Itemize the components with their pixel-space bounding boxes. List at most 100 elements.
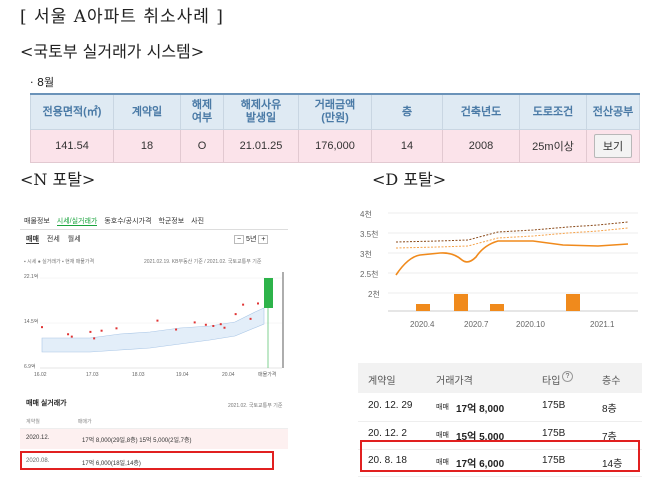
volume-bar (454, 294, 468, 311)
tab-unit-price[interactable]: 동호수/공시가격 (104, 218, 152, 225)
x-tick: 2021.1 (590, 320, 615, 329)
n-portal-tabs: 매물정보 시세/실거래가 동호수/공시가격 학군정보 사진 (24, 216, 211, 226)
row-kind: 매매 (436, 459, 449, 466)
cell-contract-day: 18 (113, 129, 181, 163)
list-item[interactable]: 2020.08. 17억 6,000(18일,14층) (26, 458, 141, 467)
x-tick: 매물가격 (258, 371, 276, 378)
tab-price[interactable]: 시세/실거래가 (56, 218, 98, 226)
period-selector[interactable]: − 5년 + (234, 234, 269, 244)
list-item[interactable]: 2020.12. 17억 8,000(29일,8층) 15억 5,000(2일,7… (26, 435, 192, 444)
y-tick: 22.1억 (24, 273, 38, 280)
list-month: 2020.08. (26, 458, 50, 464)
d-table-header: 계약일 거래가격 타입 ? 층수 (358, 363, 642, 393)
row-date: 20. 12. 29 (368, 400, 413, 411)
avg-price-line (395, 240, 629, 276)
trade-point (41, 326, 43, 329)
n-portal-title: <N 포탈> (20, 170, 96, 189)
trade-point (89, 330, 92, 333)
zoom-in-button[interactable]: + (258, 235, 269, 244)
table-row[interactable]: 20. 12. 2 매매 15억 5,000 175B 7층 (358, 419, 642, 450)
mid-price-line (395, 227, 629, 249)
row-date: 20. 12. 2 (368, 428, 407, 439)
cell-built-year: 2008 (442, 129, 520, 163)
cell-registry: 보기 (586, 129, 640, 163)
col-cancel-date: 해제사유 발생일 (223, 93, 299, 130)
info-icon[interactable]: ? (562, 371, 573, 382)
volume-bar (416, 304, 430, 311)
tab-divider (20, 229, 288, 230)
cell-price: 176,000 (298, 129, 372, 163)
x-tick: 2020.7 (464, 320, 489, 329)
col-floor: 층수 (602, 376, 621, 387)
molit-section-title: <국토부 실거래가 시스템> (20, 42, 205, 61)
n-portal-panel: 매물정보 시세/실거래가 동호수/공시가격 학군정보 사진 매매 전세 월세 − 5년 + … (20, 212, 288, 474)
trade-point (193, 321, 196, 324)
row-type: 175B (542, 428, 566, 439)
trade-point (175, 328, 178, 331)
row-type: 175B (542, 400, 566, 411)
cell-cancel-date: 21.01.25 (223, 129, 299, 163)
table-row[interactable]: 20. 12. 29 매매 17억 8,000 175B 8층 (358, 391, 642, 422)
view-button[interactable]: 보기 (593, 134, 633, 158)
cell-road: 25m이상 (519, 129, 587, 163)
trade-point (100, 329, 103, 332)
col-built-year: 건축년도 (442, 93, 520, 130)
row-floor: 14층 (602, 459, 623, 470)
row-floor: 7층 (602, 432, 617, 443)
trade-point (219, 323, 222, 326)
x-tick: 2020.10 (516, 320, 545, 329)
y-tick: 2.5천 (360, 269, 378, 279)
trade-point (257, 302, 259, 305)
y-tick: 3.5천 (360, 229, 378, 239)
col-price: 매매가 (77, 419, 92, 425)
trade-point (67, 333, 70, 336)
n-trade-list-header: 계약월 매매가 (26, 418, 92, 425)
x-tick: 16.02 (34, 372, 47, 378)
list-month: 2020.12. (26, 435, 50, 441)
n-trade-list-note: 2021.02. 국토교통부 기준 (228, 403, 283, 409)
col-contract-day: 계약일 (113, 93, 181, 130)
tab-school[interactable]: 학군정보 (158, 218, 185, 225)
upper-price-line (395, 221, 629, 243)
row-type: 175B (542, 455, 566, 466)
row-price: 17억 6,000 (456, 459, 505, 470)
col-area: 전용면적(㎡) (30, 93, 114, 130)
d-portal-panel: 4천 3.5천 3천 2.5천 2천 2020.4 2020.7 2020.10… (358, 205, 642, 477)
x-tick: 20.04 (222, 372, 235, 378)
tab-photo[interactable]: 사진 (191, 218, 205, 225)
d-portal-title: <D 포탈> (372, 170, 447, 189)
trade-point (156, 319, 159, 322)
table-header-row: 전용면적(㎡) 계약일 해제 여부 해제사유 발생일 거래금액 (만원) 층 건축년도… (30, 93, 640, 130)
list-item-bg (20, 428, 288, 449)
n-portal-subtabs: 매매 전세 월세 (26, 234, 89, 244)
current-listing-bar (264, 278, 273, 308)
subtab-jeonse[interactable]: 전세 (46, 236, 60, 243)
trade-point (115, 327, 118, 330)
col-cancel: 해제 여부 (180, 93, 224, 130)
trade-point (70, 335, 73, 338)
col-floor: 층 (371, 93, 443, 130)
volume-bar (490, 304, 504, 311)
y-tick: 3천 (360, 249, 372, 259)
trade-point (234, 313, 237, 316)
col-month: 계약월 (26, 419, 40, 425)
y-tick: 14.5억 (24, 318, 38, 325)
list-price: 17억 6,000(18일,14층) (82, 461, 141, 467)
market-price-band (41, 307, 265, 353)
zoom-out-button[interactable]: − (234, 235, 245, 244)
row-price: 15억 5,000 (456, 432, 505, 443)
cell-floor: 14 (371, 129, 443, 163)
chart-source-note: 2021.02.19. KB부동산 기준 / 2021.02. 국토교통부 기준 (144, 259, 262, 265)
x-tick: 17.03 (86, 372, 99, 378)
col-type: 타입 (542, 376, 561, 387)
n-price-chart: 22.1억 14.5억 6.9억 16.02 17.03 18.03 19.04… (24, 272, 284, 378)
subtab-monthly[interactable]: 월세 (67, 236, 81, 243)
y-tick: 4천 (360, 209, 372, 219)
subtab-sale[interactable]: 매매 (26, 236, 39, 244)
highlight-box (360, 440, 640, 472)
col-price: 거래가격 (436, 376, 473, 387)
real-trade-points (41, 302, 259, 340)
y-tick: 6.9억 (24, 363, 36, 370)
month-label: · 8월 (30, 76, 55, 89)
tab-listing[interactable]: 매물정보 (24, 218, 50, 225)
